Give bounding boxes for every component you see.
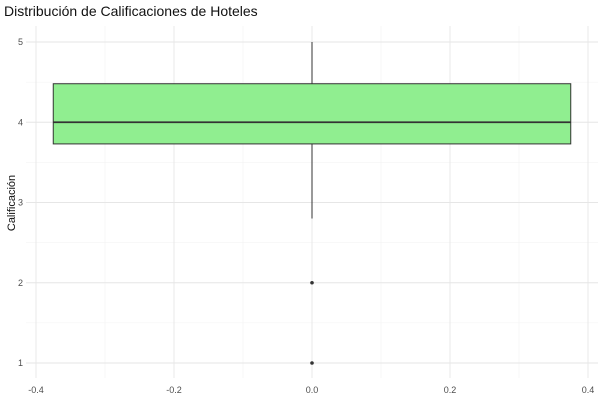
y-tick-label: 1: [18, 358, 23, 368]
box-group: [52, 42, 572, 365]
y-tick-label: 4: [18, 117, 23, 127]
y-tick-label: 3: [18, 198, 23, 208]
x-axis-ticks: -0.4 -0.2 0.0 0.2 0.4: [28, 385, 594, 395]
outlier-point: [310, 361, 314, 365]
box-iqr: [52, 83, 572, 145]
x-tick-label: -0.2: [166, 385, 182, 395]
x-tick-label: 0.2: [444, 385, 457, 395]
chart-title: Distribución de Calificaciones de Hotele…: [4, 3, 258, 19]
x-tick-label: 0.4: [582, 385, 595, 395]
y-axis-ticks: 1 2 3 4 5: [18, 37, 23, 368]
y-axis-label: Calificación: [6, 175, 18, 231]
outlier-point: [310, 280, 314, 285]
x-tick-label: -0.4: [28, 385, 44, 395]
y-tick-label: 2: [18, 278, 23, 288]
y-tick-label: 5: [18, 37, 23, 47]
x-tick-label: 0.0: [306, 385, 319, 395]
